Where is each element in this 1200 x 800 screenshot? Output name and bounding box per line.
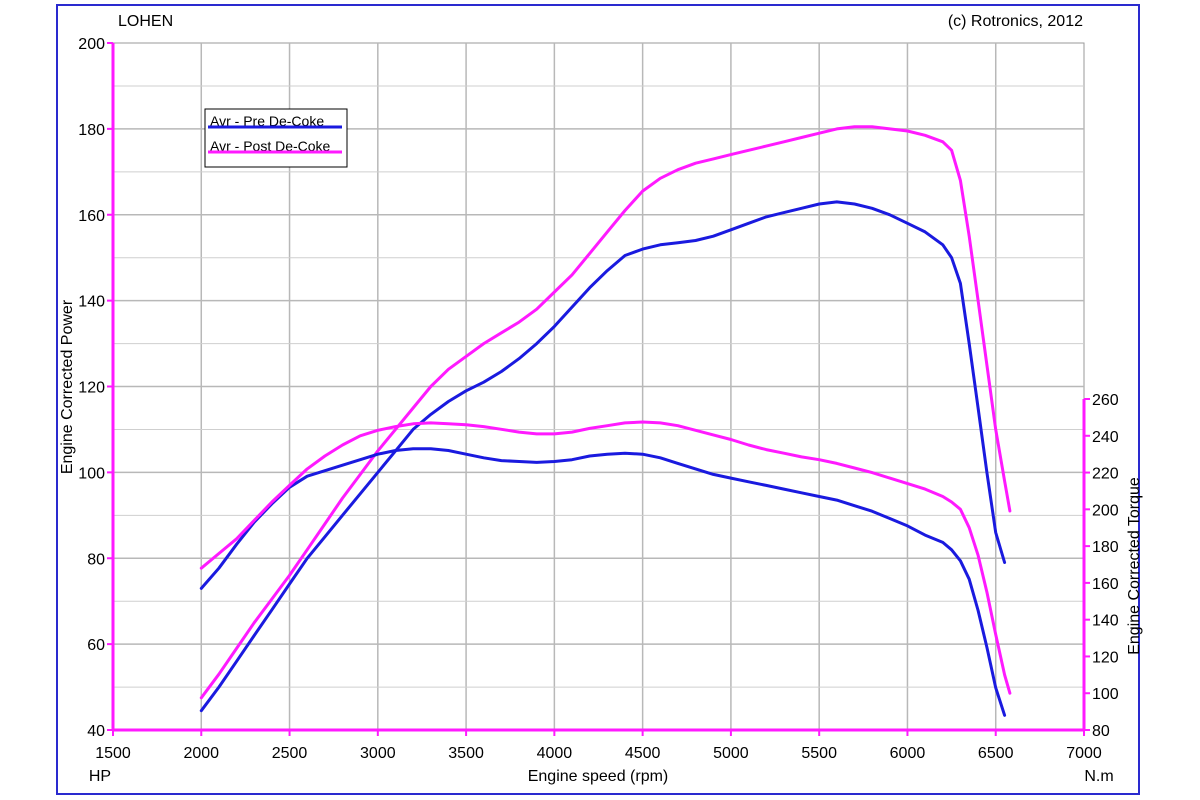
x-tick-label: 5500 (801, 745, 837, 762)
x-tick-label: 4000 (537, 745, 573, 762)
legend-box (204, 108, 348, 168)
legend-label-pre: Avr - Pre De-Coke (210, 113, 324, 129)
x-tick-label: 1500 (95, 745, 131, 762)
x-tick-label: 3500 (448, 745, 484, 762)
series-line-power-pre (199, 200, 1007, 713)
y-tick-label-right: 120 (1092, 649, 1119, 666)
x-tick-label: 2500 (272, 745, 308, 762)
y-tick-label-left: 40 (87, 723, 105, 740)
series-line-power-post (199, 125, 1012, 700)
y-tick-label-left: 180 (78, 122, 105, 139)
y-tick-label-right: 80 (1092, 723, 1110, 740)
x-tick-label: 4500 (625, 745, 661, 762)
y-tick-label-right: 100 (1092, 686, 1119, 703)
y-tick-label-left: 200 (78, 36, 105, 53)
x-tick-label: 6500 (978, 745, 1014, 762)
y-tick-label-left: 80 (87, 551, 105, 568)
y-tick-label-left: 160 (78, 208, 105, 225)
left-unit-label: HP (89, 768, 111, 785)
y-tick-label-left: 60 (87, 637, 105, 654)
x-tick-label: 7000 (1066, 745, 1102, 762)
y-tick-label-left: 100 (78, 465, 105, 482)
y-axis-label-left: Engine Corrected Power (59, 299, 76, 474)
x-tick-label: 5000 (713, 745, 749, 762)
y-tick-label-right: 240 (1092, 429, 1119, 446)
x-axis-label: Engine speed (rpm) (528, 768, 669, 785)
series-line-torque-pre (199, 447, 1007, 717)
legend: Avr - Pre De-Coke Avr - Post De-Coke (204, 108, 348, 168)
series-line-torque-post (199, 420, 1012, 695)
series-lines (199, 125, 1012, 717)
y-tick-label-right: 200 (1092, 502, 1119, 519)
axes (107, 42, 1090, 736)
x-tick-label: 6000 (890, 745, 926, 762)
y-tick-label-right: 140 (1092, 613, 1119, 630)
y-tick-label-left: 120 (78, 380, 105, 397)
tick-labels: 1500 2000 2500 3000 3500 4000 4500 5000 5500 6000… (78, 36, 1119, 762)
y-axis-label-right: Engine Corrected Torque (1126, 477, 1143, 655)
y-tick-label-right: 260 (1092, 392, 1119, 409)
y-tick-label-right: 220 (1092, 466, 1119, 483)
header-right: (c) Rotronics, 2012 (948, 13, 1083, 30)
x-tick-label: 2000 (183, 745, 219, 762)
y-tick-label-right: 180 (1092, 539, 1119, 556)
header-left: LOHEN (118, 13, 173, 30)
legend-label-post: Avr - Post De-Coke (210, 138, 331, 154)
y-tick-label-right: 160 (1092, 576, 1119, 593)
x-tick-label: 3000 (360, 745, 396, 762)
chart-frame (56, 4, 1140, 795)
y-tick-label-left: 140 (78, 294, 105, 311)
right-unit-label: N.m (1084, 768, 1113, 785)
